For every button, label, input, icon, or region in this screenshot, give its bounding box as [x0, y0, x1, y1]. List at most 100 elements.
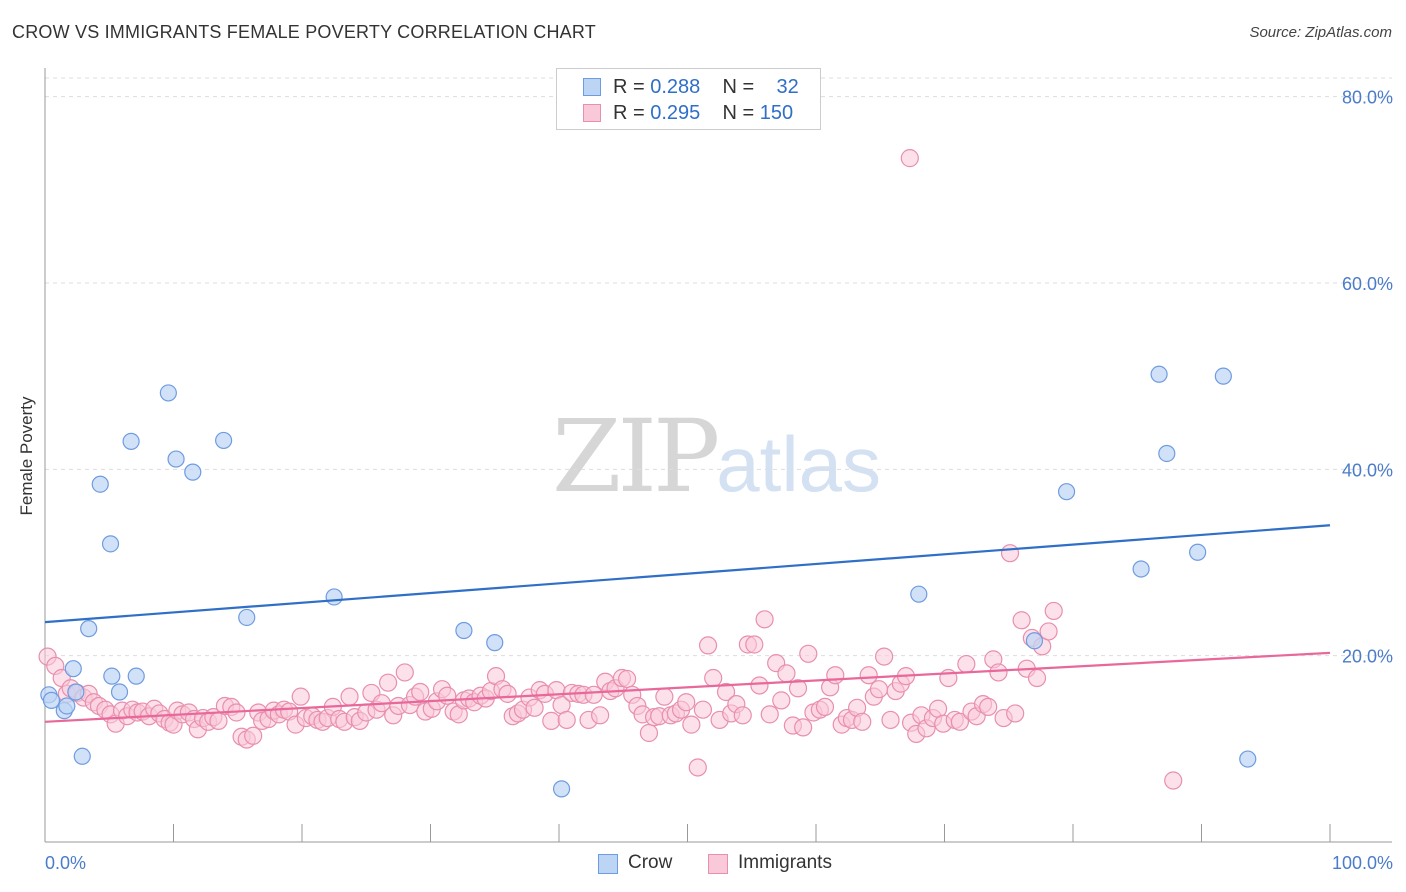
immigrants-point: [733, 706, 752, 725]
immigrants-point: [1006, 704, 1025, 723]
y-tick-label: 80.0%: [1342, 88, 1393, 108]
grid-lines: [45, 77, 1392, 657]
immigrants-point: [525, 698, 544, 717]
n-label: N =: [722, 76, 760, 98]
crow-point: [73, 747, 91, 765]
immigrants-point: [794, 718, 813, 737]
immigrants-point: [799, 644, 818, 663]
trend-lines: [44, 524, 1331, 723]
immigrants-point: [438, 686, 457, 705]
crow-point: [103, 667, 121, 685]
crow-point: [110, 683, 129, 701]
immigrants-point: [900, 149, 919, 168]
immigrants-point: [244, 726, 263, 745]
x-tick-label-max: 100.0%: [1332, 853, 1393, 873]
crow-point: [1150, 365, 1168, 383]
immigrants-point: [655, 687, 674, 706]
immigrants-point: [1044, 601, 1063, 621]
immigrants-point: [693, 700, 713, 719]
immigrants-point: [950, 712, 970, 731]
legend-row-text: R = 0.288 N = 32: [613, 76, 799, 99]
immigrants-point: [395, 663, 414, 682]
immigrants-point: [378, 673, 398, 692]
immigrants-point: [826, 666, 845, 685]
chart-title: CROW VS IMMIGRANTS FEMALE POVERTY CORREL…: [12, 22, 596, 42]
crow-point: [215, 431, 233, 450]
immigrants-point: [591, 706, 610, 725]
crow-point: [167, 450, 185, 468]
crow-point: [238, 608, 256, 627]
r-value: 0.295: [650, 102, 701, 124]
immigrants-point: [859, 666, 878, 685]
tick-labels: 20.0% 40.0% 60.0% 80.0% 0.0% 100.0%: [45, 88, 1393, 873]
immigrants-point: [1039, 622, 1058, 641]
crow-point: [1025, 632, 1044, 650]
immigrants-point: [340, 687, 359, 706]
crow-point: [64, 660, 82, 678]
crow-point: [159, 384, 177, 402]
immigrants-point: [498, 684, 517, 703]
crow-point: [552, 780, 571, 798]
immigrants-point: [760, 705, 779, 724]
immigrants-point: [639, 723, 659, 743]
immigrants-point: [772, 691, 791, 710]
crow-point: [91, 475, 109, 493]
r-label: R =: [613, 76, 651, 98]
crow-point: [1239, 750, 1257, 768]
crow-swatch: [583, 78, 601, 96]
source-label: Source: ZipAtlas.com: [1249, 24, 1392, 41]
immigrants-point: [1164, 771, 1183, 790]
crow-point: [127, 667, 145, 685]
crow-point: [101, 535, 120, 553]
y-tick-label: 40.0%: [1342, 460, 1393, 480]
immigrants-point: [875, 647, 894, 666]
crow-point: [455, 621, 473, 640]
immigrants-swatch: [708, 854, 728, 874]
immigrants-point: [1027, 668, 1047, 688]
crow-point: [1057, 483, 1076, 501]
immigrants-point: [704, 668, 723, 688]
immigrants-point: [777, 664, 796, 683]
crow-point: [122, 432, 140, 450]
crow-point: [1158, 444, 1176, 463]
immigrants-point: [745, 635, 764, 654]
crow-point: [910, 585, 928, 603]
legend-label-immigrants: Immigrants: [738, 852, 832, 873]
n-value: 32: [776, 76, 799, 98]
r-value: 0.288: [650, 76, 701, 98]
immigrants-point: [957, 654, 976, 674]
crow-point: [1132, 560, 1150, 578]
immigrants-point: [542, 711, 561, 730]
crow-points: [40, 365, 1257, 798]
immigrants-point: [557, 710, 576, 730]
immigrants-swatch: [583, 104, 601, 122]
n-value: 150: [759, 102, 794, 124]
crow-point: [58, 697, 76, 715]
immigrants-point: [853, 712, 872, 731]
immigrants-point: [881, 710, 900, 730]
legend-row-text: R = 0.295 N = 150: [613, 102, 793, 125]
crow-point: [1189, 543, 1207, 561]
immigrants-point: [291, 687, 310, 706]
immigrants-point: [618, 669, 637, 689]
immigrants-point: [755, 610, 774, 629]
immigrants-point: [750, 676, 769, 695]
legend-label-crow: Crow: [628, 852, 673, 873]
immigrants-point: [788, 679, 808, 698]
y-tick-label: 60.0%: [1342, 274, 1393, 294]
crow-point: [486, 634, 504, 652]
crow-trend-line: [44, 524, 1331, 624]
immigrants-point: [1000, 544, 1020, 563]
crow-point: [325, 588, 343, 606]
crow-point: [80, 620, 98, 638]
immigrants-point: [815, 697, 835, 717]
immigrants-point: [989, 663, 1008, 682]
immigrants-point: [698, 636, 718, 655]
crow-point: [42, 691, 61, 709]
immigrants-point: [688, 758, 707, 777]
axes: [44, 68, 1392, 843]
immigrants-point: [716, 682, 736, 702]
crow-point: [1214, 367, 1232, 385]
x-tick-label-min: 0.0%: [45, 853, 86, 873]
